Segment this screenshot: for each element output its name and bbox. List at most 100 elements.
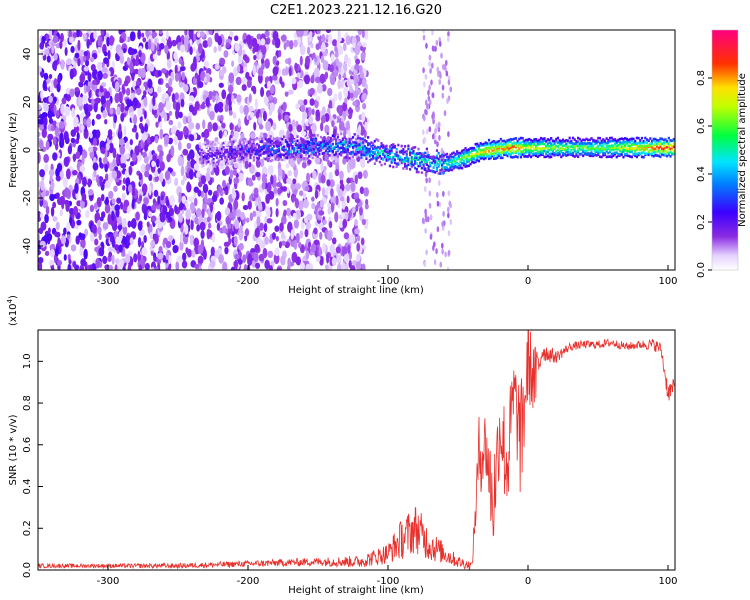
heatmap-cell — [153, 189, 159, 197]
heatmap-cell — [209, 154, 212, 158]
heatmap-cell — [117, 224, 123, 231]
heatmap-cell — [287, 257, 292, 268]
heatmap-cell — [635, 152, 638, 156]
heatmap-cell — [179, 65, 186, 72]
heatmap-cell — [595, 149, 598, 152]
heatmap-cell — [65, 168, 71, 180]
heatmap-cell — [202, 160, 205, 164]
heatmap-cell — [247, 140, 250, 144]
heatmap-cell — [169, 195, 175, 206]
heatmap-cell — [202, 40, 209, 49]
heatmap-cell — [456, 152, 459, 156]
snr-y-ticks: 0.00.20.40.60.81.0 — [22, 353, 43, 578]
heatmap-cell — [255, 158, 261, 168]
heatmap-cell — [288, 148, 291, 151]
heatmap-cell — [471, 153, 474, 156]
heatmap-cell — [377, 149, 380, 153]
heatmap-cell — [38, 233, 41, 241]
heatmap-cell — [125, 253, 131, 264]
heatmap-cell — [100, 30, 105, 36]
heatmap-cell — [444, 153, 447, 157]
heatmap-cell — [304, 185, 310, 192]
heatmap-cell — [671, 148, 674, 151]
heatmap-cell — [417, 158, 420, 161]
heatmap-cell — [514, 145, 518, 149]
heatmap-cell — [257, 150, 260, 154]
heatmap-cell — [194, 197, 198, 207]
heatmap-cell — [241, 154, 244, 157]
heatmap-cell — [172, 244, 179, 254]
heatmap-cell — [314, 137, 318, 141]
heatmap-cell — [499, 153, 502, 157]
heatmap-cell — [304, 140, 308, 144]
heatmap-cell — [74, 87, 80, 93]
heatmap-cell — [650, 139, 654, 143]
heatmap-cell — [382, 150, 385, 153]
heatmap-cell — [192, 76, 198, 86]
heatmap-cell — [94, 212, 101, 222]
heatmap-cell — [531, 142, 534, 145]
heatmap-cell — [284, 140, 287, 144]
heatmap-cell — [325, 140, 328, 143]
heatmap-cell — [129, 111, 134, 119]
heatmap-cell — [563, 139, 566, 143]
heatmap-cell — [370, 144, 373, 148]
heatmap-cell — [625, 154, 628, 157]
heatmap-cell — [292, 195, 297, 202]
heatmap-cell — [445, 168, 449, 171]
heatmap-cell — [259, 136, 262, 139]
heatmap-cell — [212, 161, 215, 164]
heatmap-cell — [395, 147, 398, 151]
heatmap-cell — [390, 147, 393, 150]
heatmap-cell — [367, 136, 370, 139]
heatmap-cell — [77, 58, 81, 67]
heatmap-cell — [271, 143, 274, 146]
heatmap-cell — [122, 177, 126, 185]
heatmap-cell — [444, 59, 448, 66]
heatmap-cell — [451, 168, 454, 172]
heatmap-cell — [234, 42, 240, 52]
heatmap-cell — [612, 146, 615, 150]
heatmap-cell — [259, 140, 262, 143]
heatmap-cell — [365, 151, 368, 154]
heatmap-cell — [243, 66, 248, 73]
heatmap-cell — [331, 134, 334, 137]
heatmap-cell — [157, 252, 164, 260]
heatmap-cell — [68, 259, 72, 265]
heatmap-cell — [331, 237, 337, 245]
heatmap-cell — [466, 157, 469, 161]
heatmap-cell — [435, 161, 439, 165]
heatmap-cell — [246, 149, 249, 153]
heatmap-cell — [531, 140, 534, 143]
heatmap-cell — [196, 134, 201, 141]
heatmap-cell — [403, 165, 407, 168]
heatmap-cell — [661, 153, 664, 156]
heatmap-cell — [328, 220, 333, 229]
heatmap-cell — [328, 147, 331, 151]
snr-panel: -300 -200 -100 0 100 0.00.20.40.60.81.0 Heig… — [6, 295, 678, 596]
heatmap-cell — [49, 193, 55, 202]
heatmap-cell — [348, 137, 351, 141]
heatmap-cell — [98, 247, 105, 257]
heatmap-cell — [138, 264, 143, 270]
heatmap-cell — [476, 156, 479, 160]
heatmap-cell — [125, 87, 131, 96]
heatmap-cell — [112, 147, 117, 159]
heatmap-cell — [248, 93, 252, 103]
heatmap-cell — [619, 141, 622, 144]
heatmap-cell — [393, 158, 397, 162]
heatmap-cell — [377, 156, 380, 160]
heatmap-cell — [239, 104, 244, 114]
heatmap-cell — [171, 92, 176, 103]
heatmap-cell — [316, 143, 319, 146]
heatmap-cell — [254, 152, 257, 155]
heatmap-cell — [144, 83, 149, 91]
heatmap-cell — [435, 248, 438, 255]
heatmap-cell — [311, 122, 317, 133]
heatmap-cell — [202, 183, 209, 194]
heatmap-cell — [533, 152, 536, 156]
heatmap-cell — [276, 148, 279, 152]
heatmap-cell — [627, 140, 630, 144]
heatmap-cell — [70, 244, 77, 252]
